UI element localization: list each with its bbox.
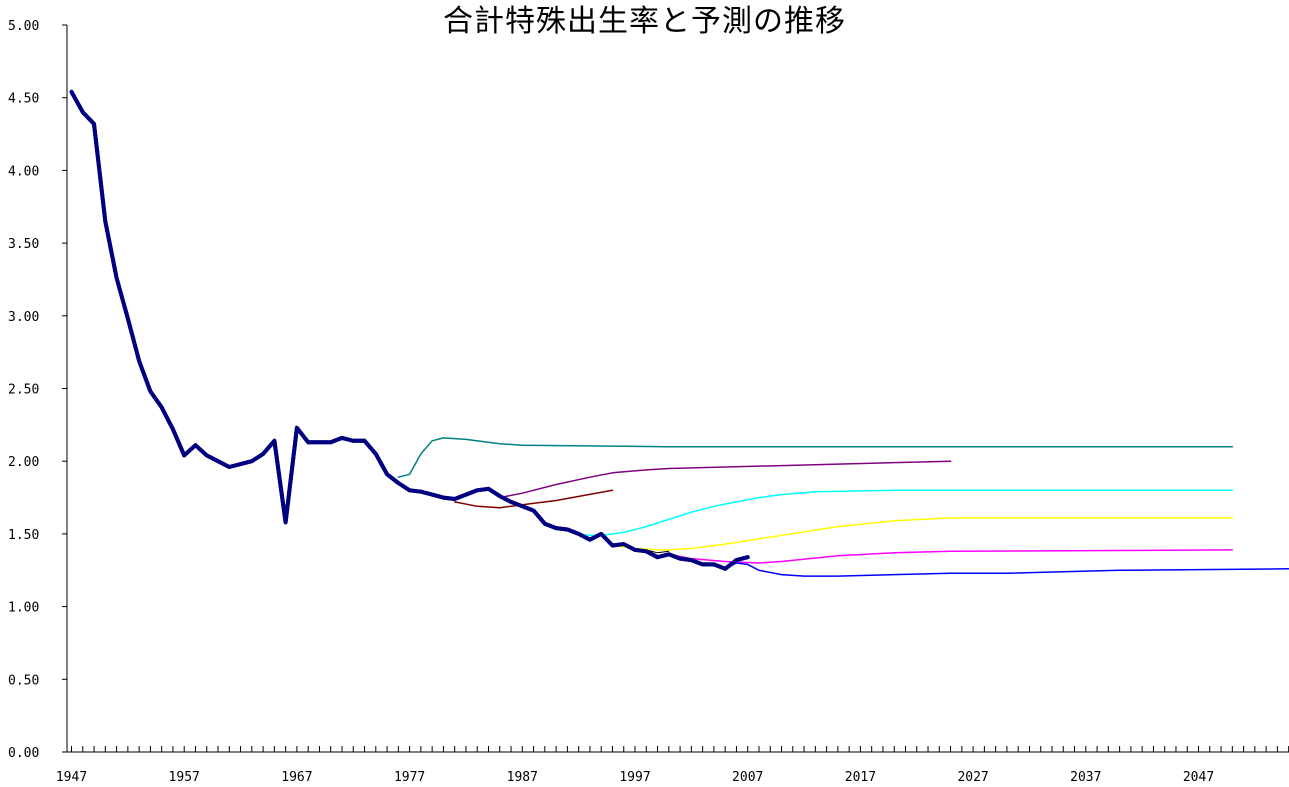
y-tick-label: 0.50 xyxy=(8,673,39,688)
y-tick-label: 2.00 xyxy=(8,455,39,470)
y-tick-label: 1.00 xyxy=(8,601,39,616)
x-tick-label: 1967 xyxy=(281,770,312,785)
y-tick-label: 4.50 xyxy=(8,92,39,107)
x-tick-label: 1947 xyxy=(56,770,87,785)
series-line-5 xyxy=(611,517,1234,551)
series-line-6 xyxy=(668,549,1234,564)
x-tick-label: 2017 xyxy=(845,770,876,785)
series-line-observed xyxy=(69,89,750,571)
chart-title: 合計特殊出生率と予測の推移 xyxy=(443,4,846,39)
x-tick-label: 1957 xyxy=(169,770,200,785)
series-line-4 xyxy=(566,489,1234,537)
series-line-1 xyxy=(397,437,1234,478)
series-line-3 xyxy=(499,460,952,499)
x-tick-label: 2007 xyxy=(732,770,763,785)
tick-labels: 0.00 0.50 1.00 1.50 2.00 2.50 3.00 3.50 4.00 4.50… xyxy=(8,19,1214,785)
y-tick-label: 3.00 xyxy=(8,310,39,325)
series-line-2 xyxy=(453,489,614,509)
y-tick-label: 0.00 xyxy=(8,746,39,761)
y-tick-label: 4.00 xyxy=(8,164,39,179)
y-tick-label: 1.50 xyxy=(8,528,39,543)
x-tick-label: 1987 xyxy=(507,770,538,785)
x-tick-label: 1997 xyxy=(619,770,650,785)
x-tick-label: 2047 xyxy=(1183,770,1214,785)
x-tick-label: 1977 xyxy=(394,770,425,785)
series-layer xyxy=(69,89,1289,577)
y-tick-label: 2.50 xyxy=(8,383,39,398)
y-tick-label: 5.00 xyxy=(8,19,39,34)
x-tick-label: 2037 xyxy=(1070,770,1101,785)
series-line-0 xyxy=(69,89,750,571)
series-line-7 xyxy=(724,562,1289,577)
x-tick-label: 2027 xyxy=(957,770,988,785)
y-tick-label: 3.50 xyxy=(8,237,39,252)
axes xyxy=(62,24,1289,753)
